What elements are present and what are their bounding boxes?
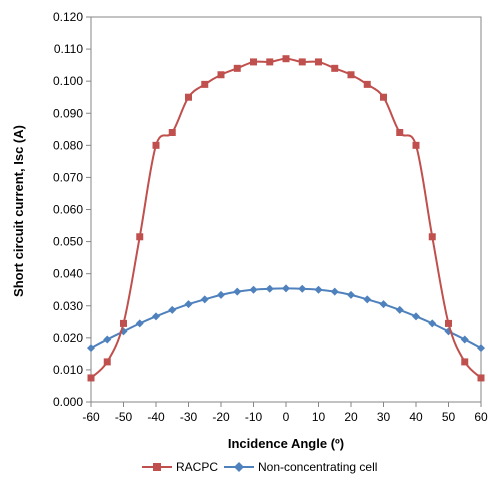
data-point-non-concentrating xyxy=(363,295,372,304)
y-tick-label: 0.010 xyxy=(53,363,83,377)
legend-label-racpc: RACPC xyxy=(176,460,218,474)
data-point-non-concentrating xyxy=(200,295,209,304)
data-point-non-concentrating xyxy=(428,319,437,328)
x-tick-label: -60 xyxy=(82,410,100,424)
data-point-non-concentrating xyxy=(282,284,290,293)
data-point-racpc xyxy=(87,374,95,382)
data-point-racpc xyxy=(298,58,306,66)
series-line-non-concentrating xyxy=(90,287,482,349)
plot-border xyxy=(90,16,482,403)
data-point-non-concentrating xyxy=(103,335,112,344)
y-tick-label: 0.090 xyxy=(53,106,83,120)
data-point-racpc xyxy=(201,80,209,88)
y-tick-label: 0.030 xyxy=(53,299,83,313)
y-tick-label: 0.040 xyxy=(53,267,83,281)
y-tick-label: 0.060 xyxy=(53,203,83,217)
data-point-racpc xyxy=(168,129,176,136)
data-point-racpc xyxy=(347,71,355,79)
data-point-racpc xyxy=(250,58,257,66)
y-tick-label: 0.070 xyxy=(53,170,83,184)
y-axis: 0.000 0.010 0.020 0.030 0.040 0.050 0.060 0.070… xyxy=(53,10,91,409)
data-point-non-concentrating xyxy=(184,300,193,309)
legend-label-non-concentrating: Non-concentrating cell xyxy=(258,460,377,474)
x-tick-label: -40 xyxy=(147,410,165,424)
y-tick-label: 0.080 xyxy=(53,138,83,152)
legend-marker-racpc xyxy=(153,463,161,471)
data-point-racpc xyxy=(217,71,225,79)
data-point-non-concentrating xyxy=(379,300,388,309)
legend: RACPC Non-concentrating cell xyxy=(142,460,377,474)
data-point-racpc xyxy=(363,80,371,88)
data-point-racpc xyxy=(282,55,290,63)
y-tick-label: 0.100 xyxy=(53,74,83,88)
x-axis-title: Incidence Angle (º) xyxy=(228,436,344,451)
data-point-racpc xyxy=(266,58,274,66)
data-point-racpc xyxy=(152,141,160,149)
data-point-non-concentrating xyxy=(152,312,160,321)
data-point-racpc xyxy=(428,233,436,241)
x-tick-label: 40 xyxy=(409,410,423,424)
data-point-racpc xyxy=(412,141,420,149)
data-point-non-concentrating xyxy=(217,290,225,299)
legend-item-non-concentrating: Non-concentrating cell xyxy=(224,460,377,474)
data-point-non-concentrating xyxy=(314,285,323,294)
x-tick-label: -10 xyxy=(245,410,263,424)
y-axis-title: Short circuit current, Isc (A) xyxy=(11,125,26,297)
data-point-non-concentrating xyxy=(477,344,485,353)
series-racpc xyxy=(87,55,485,382)
data-point-racpc xyxy=(477,374,485,382)
data-point-non-concentrating xyxy=(233,287,242,296)
data-point-racpc xyxy=(103,358,111,366)
data-point-non-concentrating xyxy=(265,284,274,293)
y-tick-label: 0.050 xyxy=(53,235,83,249)
data-point-racpc xyxy=(120,319,127,327)
y-tick-label: 0.110 xyxy=(54,42,83,56)
x-axis: -60 -50 -40 -30 -20 -10 0 10 20 30 40 50 60 xyxy=(82,402,488,424)
y-tick-label: 0.120 xyxy=(53,10,83,24)
x-tick-label: -20 xyxy=(212,410,230,424)
x-tick-label: 20 xyxy=(344,410,358,424)
x-tick-label: 50 xyxy=(442,410,456,424)
x-tick-label: -50 xyxy=(115,410,133,424)
data-point-racpc xyxy=(136,233,144,241)
data-point-non-concentrating xyxy=(347,290,355,299)
x-tick-label: -30 xyxy=(180,410,198,424)
legend-marker-non-concentrating xyxy=(234,462,244,472)
series-line-racpc xyxy=(90,57,482,379)
data-point-non-concentrating xyxy=(330,287,339,296)
series-non-concentrating xyxy=(87,284,485,353)
x-tick-label: 60 xyxy=(474,410,488,424)
data-point-non-concentrating xyxy=(395,305,404,314)
data-point-non-concentrating xyxy=(412,312,420,321)
data-point-racpc xyxy=(461,358,469,366)
data-point-non-concentrating xyxy=(249,285,258,294)
y-tick-label: 0.000 xyxy=(53,395,83,409)
data-point-racpc xyxy=(380,93,387,101)
data-point-non-concentrating xyxy=(87,344,95,353)
x-tick-label: 10 xyxy=(312,410,326,424)
legend-item-racpc: RACPC xyxy=(142,460,218,474)
series-layer xyxy=(87,55,485,382)
plot-area xyxy=(90,16,482,403)
data-point-non-concentrating xyxy=(168,305,177,314)
data-point-racpc xyxy=(396,129,404,136)
y-tick-label: 0.020 xyxy=(53,331,83,345)
x-tick-label: 30 xyxy=(377,410,391,424)
data-point-racpc xyxy=(331,64,339,72)
data-point-racpc xyxy=(445,319,452,327)
data-point-non-concentrating xyxy=(135,319,144,328)
data-point-racpc xyxy=(185,93,192,101)
data-point-non-concentrating xyxy=(298,284,307,293)
data-point-racpc xyxy=(315,58,322,66)
data-point-racpc xyxy=(233,64,241,72)
x-tick-label: 0 xyxy=(283,410,290,424)
data-point-non-concentrating xyxy=(460,335,469,344)
